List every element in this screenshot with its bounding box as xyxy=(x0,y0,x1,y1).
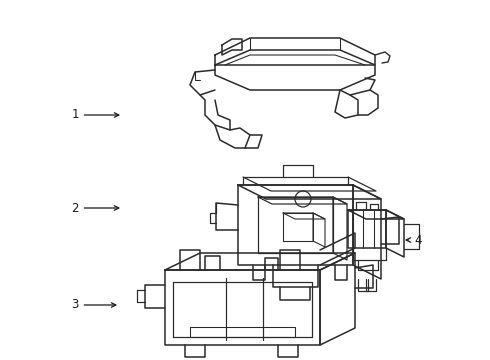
Text: 3: 3 xyxy=(72,298,116,311)
Text: 4: 4 xyxy=(406,234,422,247)
Text: 2: 2 xyxy=(71,202,119,215)
Text: 1: 1 xyxy=(71,108,119,122)
